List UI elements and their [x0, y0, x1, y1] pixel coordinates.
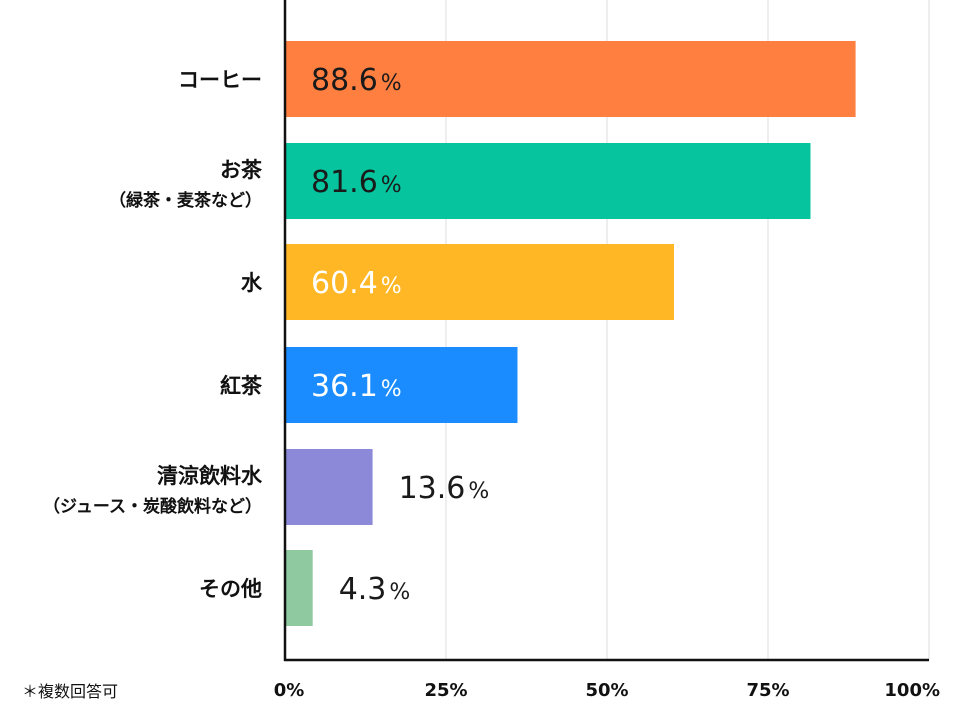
bars — [285, 41, 856, 626]
value-number: 4.3 — [339, 572, 387, 607]
tick-label-75: 75% — [746, 680, 789, 701]
value-labels: 88.6 %81.6 %60.4 %36.1 %13.6 %4.3% — [311, 63, 489, 607]
tick-label-0: 0% — [274, 680, 305, 701]
value-unit: % — [389, 580, 410, 605]
value-label-2: 60.4% — [311, 266, 402, 301]
category-label-4: 清涼飲料水 — [157, 464, 263, 488]
category-label-5: その他 — [199, 577, 262, 601]
value-number: 60.4 — [311, 266, 378, 301]
value-number: 13.6 — [399, 471, 466, 506]
bar-2 — [285, 244, 674, 320]
tick-label-25: 25% — [424, 680, 467, 701]
value-unit: % — [381, 377, 402, 402]
value-unit: % — [381, 71, 402, 96]
value-label-3: 36.1% — [311, 369, 402, 404]
bar-3 — [285, 347, 518, 423]
category-sublabel-4: （ジュース・炭酸飲料など） — [43, 496, 262, 517]
bar-5 — [285, 550, 313, 626]
value-label-4: 13.6% — [399, 471, 490, 506]
value-unit: % — [468, 479, 489, 504]
value-unit: % — [381, 173, 402, 198]
category-sublabel-1: （緑茶・麦茶など） — [109, 190, 262, 211]
value-number: 81.6 — [311, 165, 378, 200]
value-label-0: 88.6% — [311, 63, 402, 98]
category-label-3: 紅茶 — [220, 374, 263, 398]
bar-4 — [285, 449, 373, 525]
tick-labels: 0% 25% 50% 75% 100% — [274, 680, 940, 701]
value-number: 36.1 — [311, 369, 378, 404]
value-unit: % — [381, 274, 402, 299]
axes — [283, 0, 929, 662]
category-label-0: コーヒー — [178, 68, 262, 92]
category-label-2: 水 — [241, 271, 263, 295]
bar-1 — [285, 143, 811, 219]
value-label-5: 4.3% — [339, 572, 411, 607]
value-number: 88.6 — [311, 63, 378, 98]
footnote: ＊複数回答可 — [22, 682, 119, 701]
tick-label-100: 100% — [884, 680, 940, 701]
bar-0 — [285, 41, 856, 117]
category-label-1: お茶 — [220, 158, 263, 182]
value-label-1: 81.6% — [311, 165, 402, 200]
tick-label-50: 50% — [585, 680, 628, 701]
